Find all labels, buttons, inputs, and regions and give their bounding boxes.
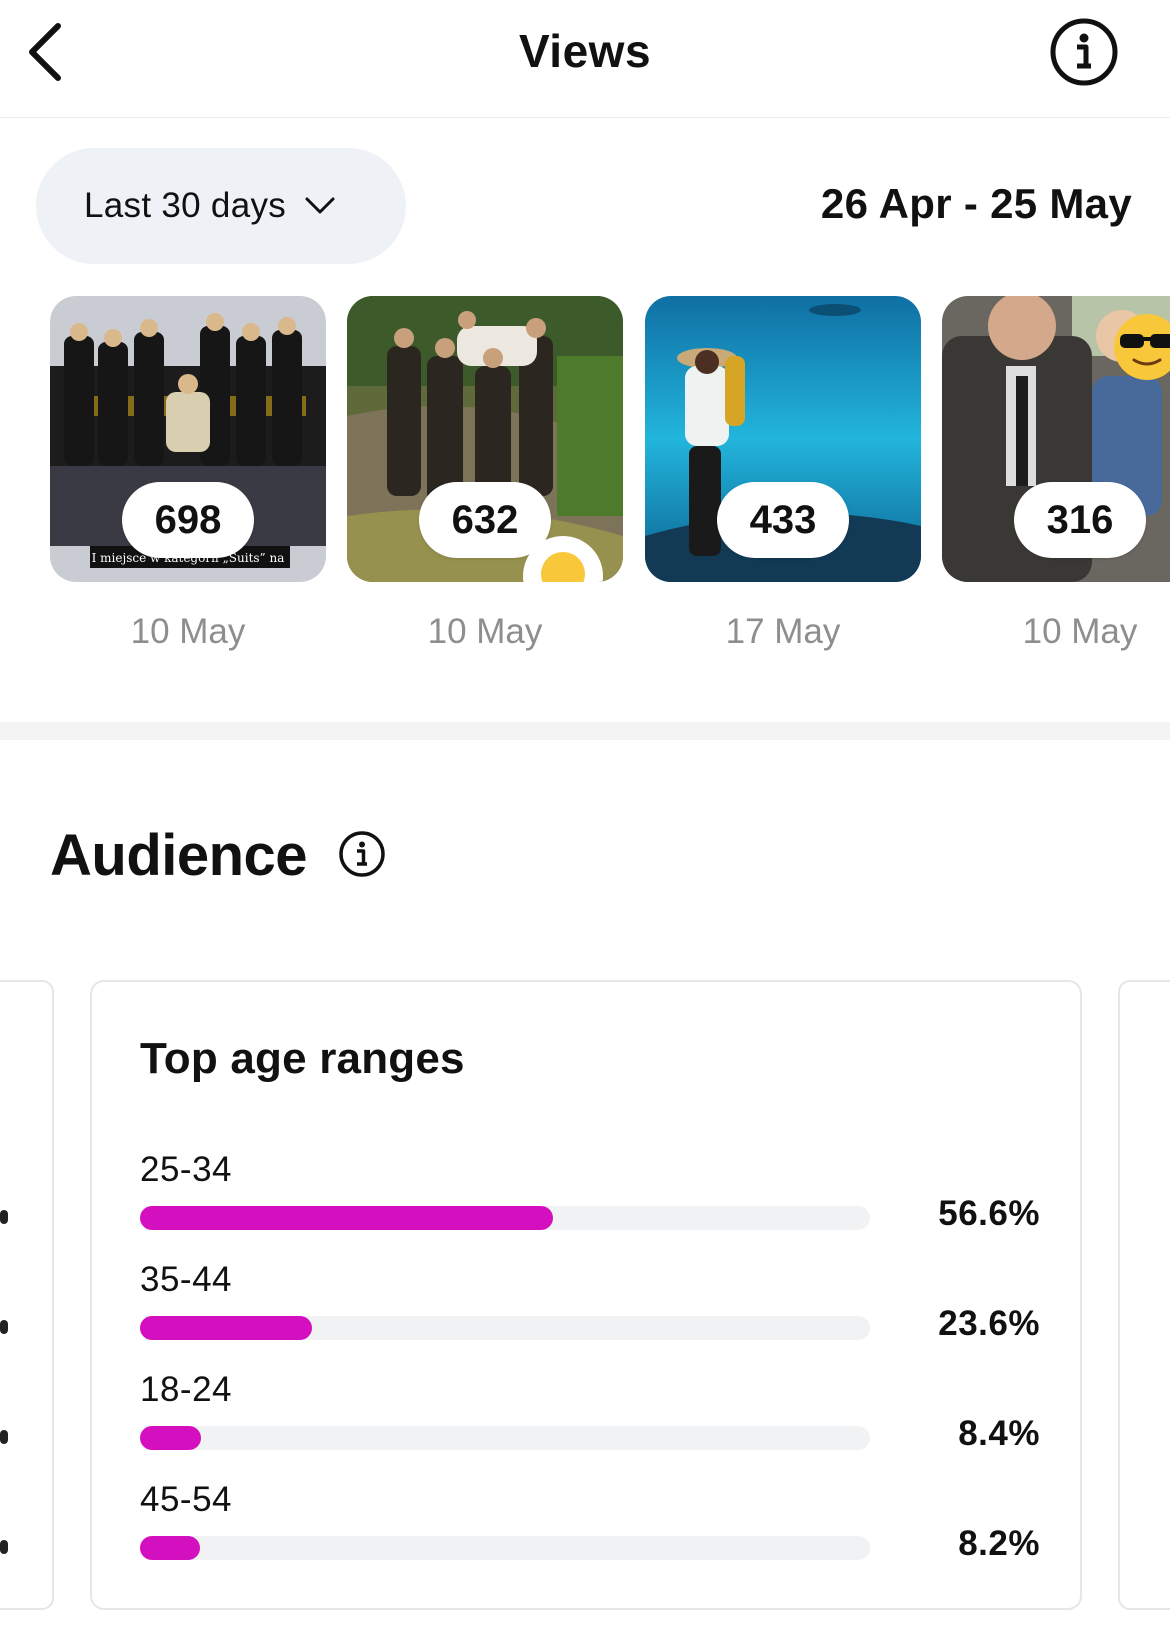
post-caption-overlay: I miejsce w kategorii „Suits” na xyxy=(92,551,285,565)
age-range-row: 25-34 56.6% xyxy=(140,1150,1040,1260)
date-range-text: 26 Apr - 25 May xyxy=(820,180,1132,227)
page-title: Views xyxy=(518,25,652,77)
post-date: 10 May xyxy=(1022,612,1138,651)
post-carousel[interactable]: I miejsce w kategorii „Suits” na 698 632 xyxy=(0,296,1170,656)
bar-end-dot xyxy=(0,1320,8,1334)
age-range-percent: 8.2% xyxy=(958,1524,1040,1563)
post-thumbnail[interactable]: 433 xyxy=(645,296,921,582)
views-count: 698 xyxy=(122,482,254,558)
age-range-label: 45-54 xyxy=(140,1480,233,1519)
age-range-row: 18-24 8.4% xyxy=(140,1370,1040,1480)
audience-heading: Audience xyxy=(50,823,308,888)
top-age-ranges-card: Top age ranges 25-34 56.6% 35-44 23.6% 1… xyxy=(90,980,1082,1610)
info-button[interactable] xyxy=(1048,16,1120,88)
post-photo: I miejsce w kategorii „Suits” na xyxy=(50,296,326,582)
sunglasses-emoji-icon xyxy=(1114,314,1170,380)
chevron-left-icon xyxy=(29,23,61,81)
post-date: 10 May xyxy=(130,612,246,651)
age-range-label: 25-34 xyxy=(140,1150,233,1189)
chevron-down-icon xyxy=(305,197,335,214)
age-range-bar xyxy=(140,1536,200,1560)
post-date: 17 May xyxy=(725,612,841,651)
info-icon xyxy=(1050,18,1118,86)
age-range-percent: 23.6% xyxy=(938,1304,1040,1343)
views-count: 433 xyxy=(717,482,849,558)
bar-end-dot xyxy=(0,1210,8,1224)
age-range-row: 45-54 8.2% xyxy=(140,1480,1040,1590)
age-range-track xyxy=(140,1536,870,1560)
bar-end-dot xyxy=(0,1540,8,1554)
info-icon xyxy=(339,831,385,877)
post-thumbnail[interactable]: I miejsce w kategorii „Suits” na 698 xyxy=(50,296,326,582)
next-audience-card[interactable] xyxy=(1118,980,1170,1610)
views-count: 632 xyxy=(419,482,551,558)
date-range-dropdown-label: Last 30 days xyxy=(84,186,287,225)
views-count: 316 xyxy=(1014,482,1146,558)
age-range-label: 18-24 xyxy=(140,1370,233,1409)
age-range-percent: 8.4% xyxy=(958,1414,1040,1453)
age-range-track xyxy=(140,1426,870,1450)
age-range-row: 35-44 23.6% xyxy=(140,1260,1040,1370)
back-button[interactable] xyxy=(20,18,80,88)
bar-end-dot xyxy=(0,1430,8,1444)
post-thumbnail[interactable]: 316 xyxy=(942,296,1170,582)
date-range-dropdown[interactable]: Last 30 days xyxy=(36,148,406,264)
laughing-emoji-icon xyxy=(541,552,585,582)
post-date: 10 May xyxy=(427,612,543,651)
audience-info-button[interactable] xyxy=(338,830,386,878)
age-range-bar xyxy=(140,1206,554,1230)
age-range-track xyxy=(140,1316,870,1340)
age-range-bar xyxy=(140,1316,313,1340)
section-divider xyxy=(0,722,1170,740)
previous-audience-card[interactable] xyxy=(0,980,54,1610)
age-range-label: 35-44 xyxy=(140,1260,233,1299)
age-range-track xyxy=(140,1206,870,1230)
card-title: Top age ranges xyxy=(140,1034,465,1083)
post-thumbnail[interactable]: 632 xyxy=(347,296,623,582)
age-range-percent: 56.6% xyxy=(938,1194,1040,1233)
top-bar: Views xyxy=(0,0,1170,118)
age-range-bar xyxy=(140,1426,202,1450)
